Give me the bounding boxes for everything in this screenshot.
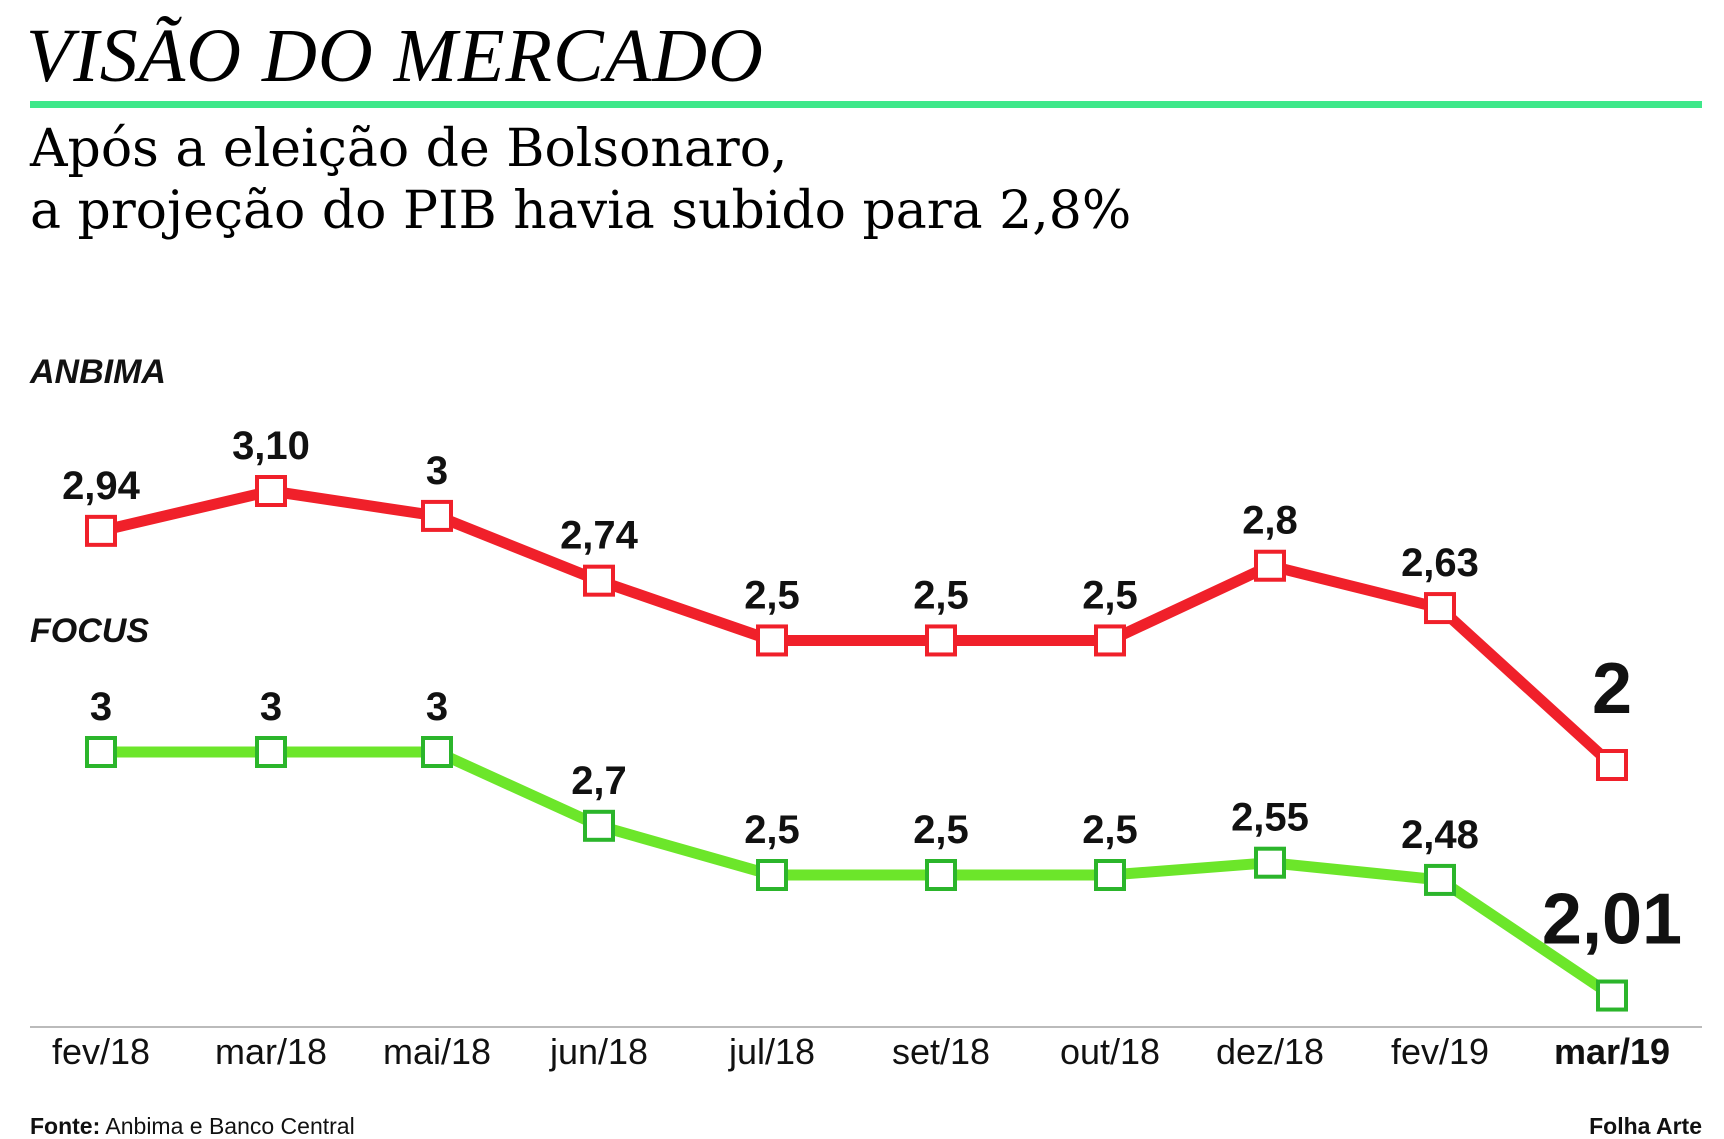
data-point-anbima [1596,749,1628,781]
x-tick-label: mar/19 [1554,1031,1670,1072]
data-label-focus: 3 [426,685,448,729]
data-label-focus: 2,5 [1082,808,1138,852]
data-label-focus: 2,7 [571,759,627,803]
data-label-anbima: 2 [1592,649,1632,729]
accent-rule [30,101,1702,108]
series-label-focus: FOCUS [30,612,149,650]
footer-credit: Folha Arte [1589,1113,1702,1139]
data-point-anbima [421,499,453,532]
data-label-anbima: 2,5 [744,573,800,617]
data-point-anbima [756,624,788,657]
kicker-title: VISÃO DO MERCADO [26,14,764,98]
data-label-focus: 2,48 [1401,813,1479,857]
data-label-focus: 2,5 [913,808,969,852]
series-label-anbima: ANBIMA [30,353,166,391]
x-tick-label: mai/18 [383,1031,491,1072]
data-label-focus: 3 [90,685,112,729]
line-chart: 2,94 3,10 3 2,74 2,5 2,5 2,5 2,8 2,63 2 3 3 3 2,7 2,5 2… [30,424,1702,1072]
source-label: Fonte: [30,1113,101,1139]
data-label-focus: 3 [260,685,282,729]
data-point-focus [1094,859,1126,891]
x-tick-label: fev/18 [52,1031,150,1072]
x-tick-label: mar/18 [215,1031,327,1072]
data-label-anbima: 3 [426,449,448,493]
data-point-focus [421,736,453,768]
headline: Após a eleição de Bolsonaro, a projeção … [30,118,1131,242]
data-label-focus: 2,01 [1542,880,1682,960]
data-point-anbima [255,475,287,507]
data-label-anbima: 2,5 [913,573,969,617]
data-label-anbima: 3,10 [232,424,310,468]
footer-source: Fonte: Anbima e Banco Central [30,1113,355,1139]
headline-line-1: Após a eleição de Bolsonaro, [30,119,788,179]
headline-line-2: a projeção do PIB havia subido para 2,8% [30,181,1132,241]
data-point-anbima [1094,624,1126,657]
x-tick-label: set/18 [892,1031,990,1072]
x-tick-label: jul/18 [728,1031,815,1072]
data-label-anbima: 2,5 [1082,573,1138,617]
data-label-anbima: 2,94 [62,464,141,508]
data-point-focus [583,809,615,842]
data-point-anbima [85,514,117,547]
data-point-focus [756,859,788,891]
data-point-anbima [1424,592,1456,625]
source-text: Anbima e Banco Central [105,1113,355,1139]
x-tick-label: jun/18 [549,1031,648,1072]
data-point-focus [255,736,287,768]
x-tick-label: fev/19 [1391,1031,1489,1072]
data-point-anbima [1254,549,1286,582]
x-tick-label: out/18 [1060,1031,1160,1072]
data-point-focus [1254,846,1286,879]
data-point-anbima [583,564,615,597]
data-point-focus [1424,863,1456,896]
series-line-anbima [95,485,1618,771]
series-line-focus [95,746,1618,1002]
data-label-focus: 2,55 [1231,796,1309,840]
data-label-anbima: 2,8 [1242,499,1298,543]
data-label-focus: 2,5 [744,808,800,852]
data-label-anbima: 2,63 [1401,541,1479,585]
x-tick-label: dez/18 [1216,1031,1324,1072]
data-point-focus [85,736,117,768]
data-label-anbima: 2,74 [560,514,639,558]
data-point-anbima [925,624,957,657]
data-point-focus [925,859,957,891]
data-point-focus [1596,979,1628,1012]
